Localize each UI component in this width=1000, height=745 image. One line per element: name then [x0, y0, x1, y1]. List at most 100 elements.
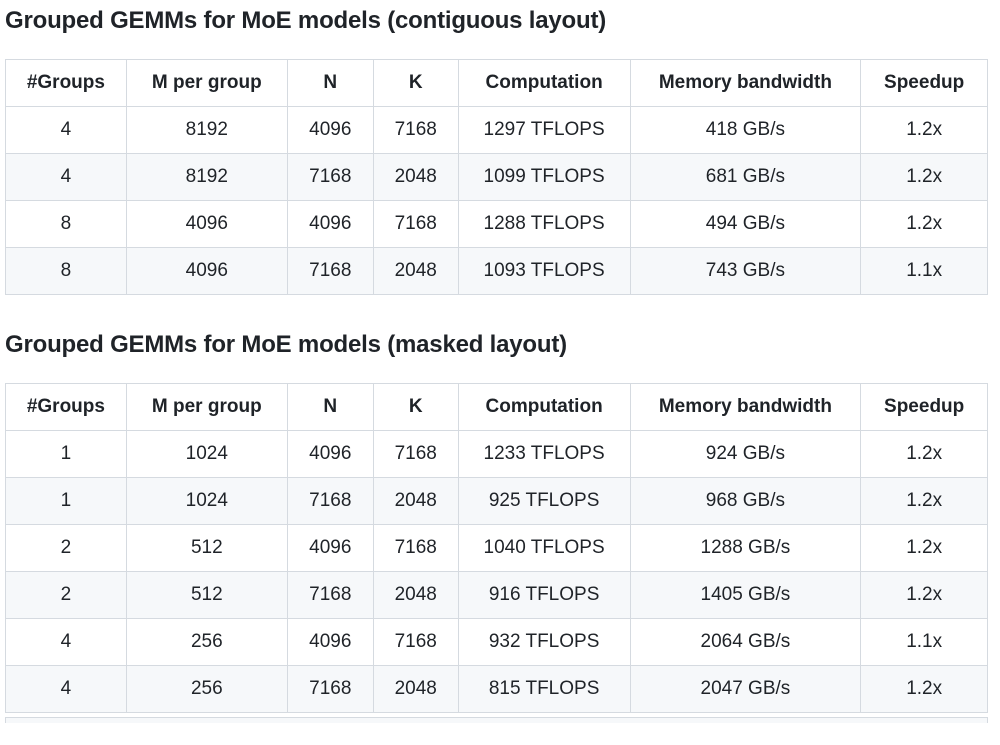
cell: 1.2x — [860, 106, 988, 154]
cell: 924 GB/s — [629, 430, 862, 478]
cell: 968 GB/s — [629, 477, 862, 525]
cell: 7168 — [372, 430, 459, 478]
cell: 2048 — [372, 153, 459, 201]
cell: 743 GB/s — [629, 247, 862, 295]
column-header: Memory bandwidth — [629, 383, 862, 431]
cell: 4096 — [286, 200, 374, 248]
column-header: N — [286, 383, 374, 431]
column-header: Computation — [457, 383, 631, 431]
cell: 8 — [5, 200, 127, 248]
column-header: M per group — [125, 383, 288, 431]
cell: 932 TFLOPS — [457, 618, 631, 666]
cell: 2048 — [372, 571, 459, 619]
cell: 681 GB/s — [629, 153, 862, 201]
cell: 7168 — [286, 247, 374, 295]
cell: 1024 — [125, 430, 288, 478]
section-contiguous-layout: Grouped GEMMs for MoE models (contiguous… — [5, 7, 1000, 295]
cell: 1024 — [125, 477, 288, 525]
cell: 8 — [5, 247, 127, 295]
column-header: Speedup — [860, 383, 988, 431]
table-row: 4 256 4096 7168 932 TFLOPS 2064 GB/s 1.1x — [5, 618, 988, 666]
table-row: 2 512 4096 7168 1040 TFLOPS 1288 GB/s 1.2x — [5, 524, 988, 572]
cell: 916 TFLOPS — [457, 571, 631, 619]
cell: 1.1x — [860, 618, 988, 666]
cell: 4096 — [125, 247, 288, 295]
cell: 4096 — [286, 106, 374, 154]
section-masked-layout: Grouped GEMMs for MoE models (masked lay… — [5, 331, 1000, 713]
cell: 4096 — [286, 618, 374, 666]
cell: 1 — [5, 430, 127, 478]
cell: 418 GB/s — [629, 106, 862, 154]
cell: 1.1x — [860, 247, 988, 295]
cell: 8192 — [125, 153, 288, 201]
cell: 1.2x — [860, 571, 988, 619]
cell: 7168 — [286, 665, 374, 713]
column-header: M per group — [125, 59, 288, 107]
cell: 7168 — [372, 524, 459, 572]
cell: 4096 — [125, 200, 288, 248]
column-header: Memory bandwidth — [629, 59, 862, 107]
cell: 7168 — [372, 200, 459, 248]
table-row: 4 256 7168 2048 815 TFLOPS 2047 GB/s 1.2x — [5, 665, 988, 713]
cell: 1099 TFLOPS — [457, 153, 631, 201]
section-heading-masked: Grouped GEMMs for MoE models (masked lay… — [5, 331, 567, 358]
cell: 1040 TFLOPS — [457, 524, 631, 572]
cell: 4096 — [286, 430, 374, 478]
cell: 2 — [5, 524, 127, 572]
cell: 1.2x — [860, 200, 988, 248]
cell: 1405 GB/s — [629, 571, 862, 619]
cell: 1.2x — [860, 430, 988, 478]
cell: 1.2x — [860, 477, 988, 525]
column-header: N — [286, 59, 374, 107]
cell: 512 — [125, 524, 288, 572]
gemm-table-masked: #Groups M per group N K Computation Memory ba… — [5, 383, 988, 713]
cell: 2064 GB/s — [629, 618, 862, 666]
cell: 815 TFLOPS — [457, 665, 631, 713]
cell: 1233 TFLOPS — [457, 430, 631, 478]
cell: 256 — [125, 665, 288, 713]
cell: 2047 GB/s — [629, 665, 862, 713]
cell: 7168 — [372, 106, 459, 154]
cell: 1288 GB/s — [629, 524, 862, 572]
cell: 1 — [5, 477, 127, 525]
column-header: #Groups — [5, 59, 127, 107]
table-row: 4 8192 4096 7168 1297 TFLOPS 418 GB/s 1.2x — [5, 106, 988, 154]
cell: 1.2x — [860, 153, 988, 201]
cell: 256 — [125, 618, 288, 666]
cell: 1.2x — [860, 665, 988, 713]
cell: 494 GB/s — [629, 200, 862, 248]
cell: 2048 — [372, 477, 459, 525]
table-row: 2 512 7168 2048 916 TFLOPS 1405 GB/s 1.2x — [5, 571, 988, 619]
cell: 4 — [5, 153, 127, 201]
column-header: K — [372, 383, 459, 431]
cell: 4 — [5, 106, 127, 154]
cell: 4 — [5, 665, 127, 713]
cell: 1297 TFLOPS — [457, 106, 631, 154]
cell: 7168 — [286, 153, 374, 201]
cell: 7168 — [286, 477, 374, 525]
cell: 1.2x — [860, 524, 988, 572]
cell: 2048 — [372, 247, 459, 295]
column-header: Speedup — [860, 59, 988, 107]
cell: 8192 — [125, 106, 288, 154]
table-row: 1 1024 4096 7168 1233 TFLOPS 924 GB/s 1.2x — [5, 430, 988, 478]
header-row: #Groups M per group N K Computation Memory ba… — [5, 59, 988, 107]
cell: 925 TFLOPS — [457, 477, 631, 525]
cell: 4096 — [286, 524, 374, 572]
cell: 2 — [5, 571, 127, 619]
cell: 7168 — [286, 571, 374, 619]
gemm-table-contiguous: #Groups M per group N K Computation Memory ba… — [5, 59, 988, 295]
cell: 512 — [125, 571, 288, 619]
table-row: 1 1024 7168 2048 925 TFLOPS 968 GB/s 1.2x — [5, 477, 988, 525]
header-row: #Groups M per group N K Computation Memory ba… — [5, 383, 988, 431]
cell: 2048 — [372, 665, 459, 713]
cell: 1288 TFLOPS — [457, 200, 631, 248]
cell: 4 — [5, 618, 127, 666]
cell: 1093 TFLOPS — [457, 247, 631, 295]
table-row: 8 4096 4096 7168 1288 TFLOPS 494 GB/s 1.2x — [5, 200, 988, 248]
column-header: #Groups — [5, 383, 127, 431]
column-header: K — [372, 59, 459, 107]
table-row: 8 4096 7168 2048 1093 TFLOPS 743 GB/s 1.1x — [5, 247, 988, 295]
cell: 7168 — [372, 618, 459, 666]
